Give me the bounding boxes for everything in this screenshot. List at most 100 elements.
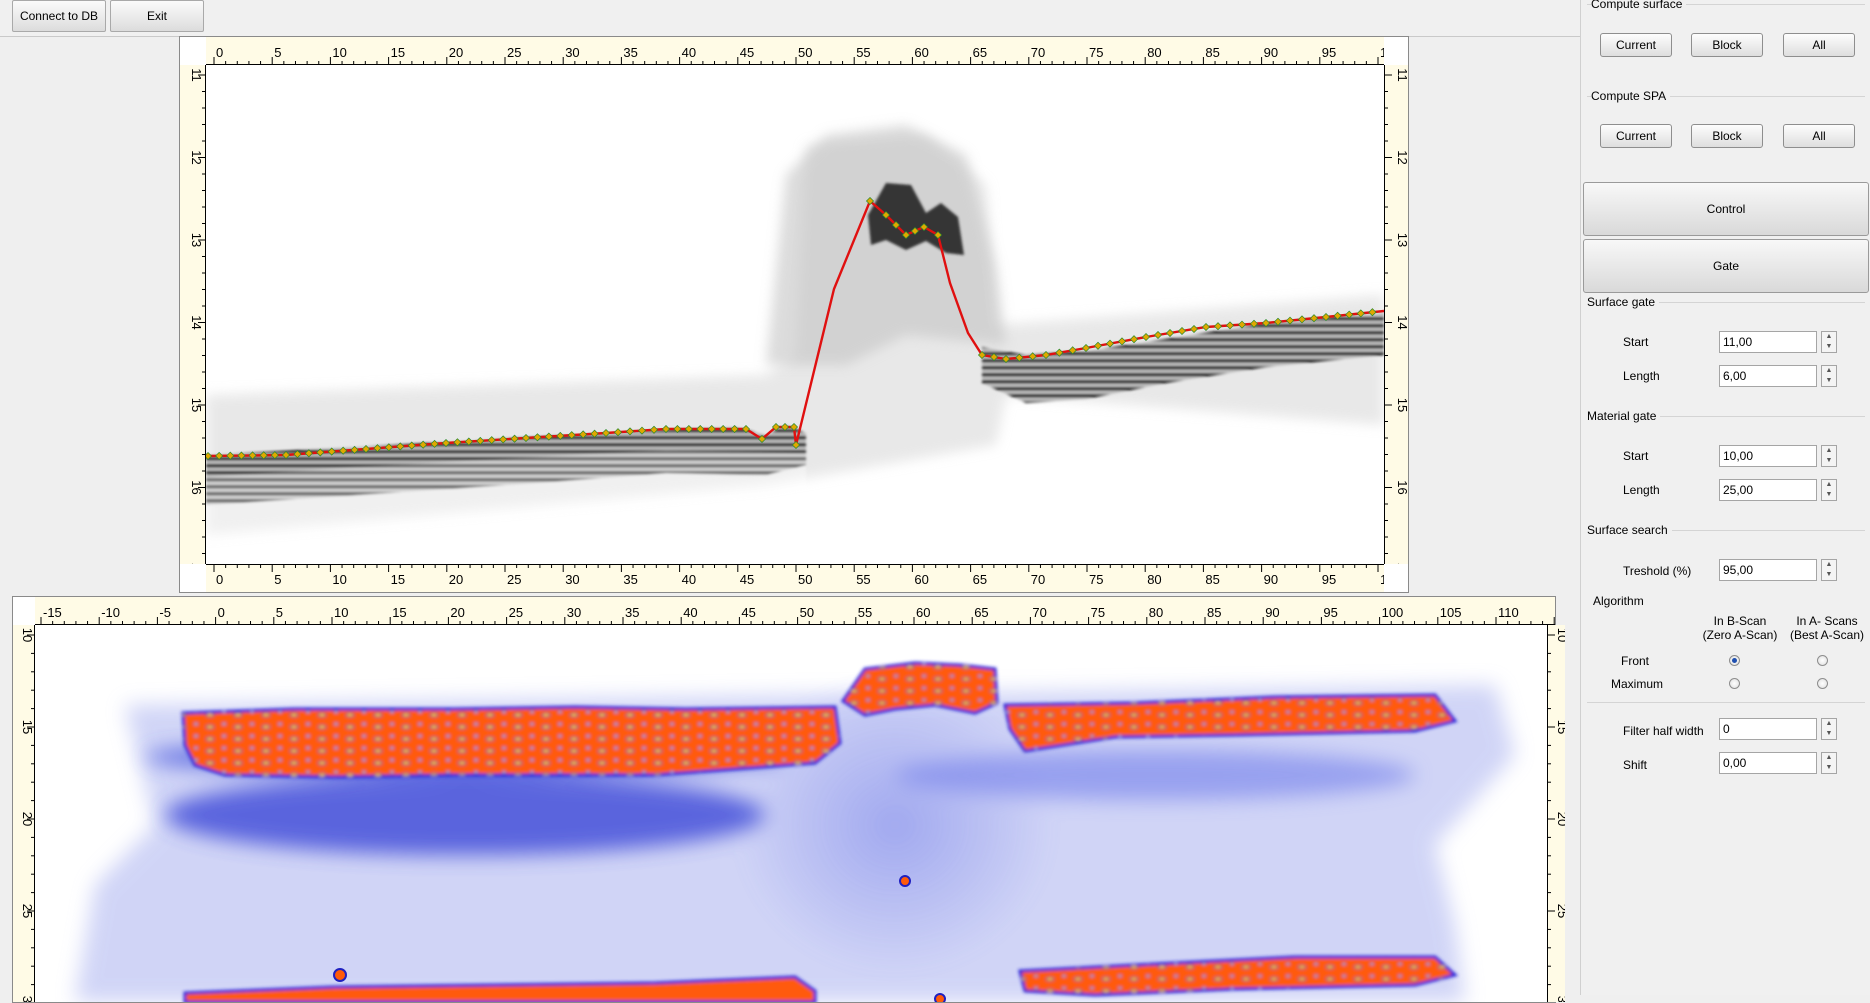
threshold-input[interactable] xyxy=(1719,559,1817,581)
bottom-x-label: 90 xyxy=(1265,605,1279,620)
surface-marker xyxy=(1055,348,1064,357)
filter-half-width-spinner[interactable]: ▲▼ xyxy=(1719,718,1837,740)
maximum-ascan-radio[interactable] xyxy=(1817,678,1828,689)
compute-surface-current-button[interactable]: Current xyxy=(1600,33,1672,57)
spinner-arrows[interactable]: ▲ ▼ xyxy=(1821,445,1837,467)
surface-marker xyxy=(384,443,393,452)
surface-marker xyxy=(977,350,987,360)
surface-marker xyxy=(487,436,496,445)
surface-marker xyxy=(327,447,336,456)
surface-marker xyxy=(373,444,382,453)
bottom-y-left-label: 10 xyxy=(20,628,35,642)
top-x-bottom-label: 75 xyxy=(1089,572,1103,587)
surface-marker xyxy=(1237,320,1247,329)
surface-marker xyxy=(919,222,929,232)
top-x-bottom-label: 60 xyxy=(914,572,928,587)
compute-surface-group: Compute surface Current Block All xyxy=(1587,0,1865,71)
surface-marker xyxy=(1297,315,1307,324)
gate-button[interactable]: Gate xyxy=(1583,239,1869,293)
shift-spinner[interactable]: ▲▼ xyxy=(1719,752,1837,774)
surface-marker xyxy=(1213,322,1223,331)
spinner-arrows[interactable]: ▲ ▼ xyxy=(1821,479,1837,501)
bottom-x-label: 55 xyxy=(858,605,872,620)
surface-marker xyxy=(206,451,213,461)
surface-marker xyxy=(696,424,705,434)
compute-surface-block-button[interactable]: Block xyxy=(1691,33,1763,57)
bottom-x-label: 15 xyxy=(392,605,406,620)
bottom-y-left-label: 20 xyxy=(20,812,35,826)
top-x-bottom-label: 55 xyxy=(856,572,870,587)
spinner-arrows[interactable]: ▲ ▼ xyxy=(1821,718,1837,740)
exit-button[interactable]: Exit xyxy=(110,0,204,32)
surface-marker xyxy=(1201,322,1211,332)
surface-marker xyxy=(1153,330,1163,340)
toolbar: Connect to DB Exit xyxy=(0,0,1580,37)
surface-marker xyxy=(226,451,235,460)
connect-to-db-button[interactable]: Connect to DB xyxy=(12,0,106,32)
surface-marker xyxy=(579,430,588,439)
material-gate-length-input[interactable] xyxy=(1719,479,1817,501)
control-button[interactable]: Control xyxy=(1583,182,1869,236)
surface-marker xyxy=(1081,343,1091,353)
top-y-right-label: 13 xyxy=(1395,233,1408,247)
bottom-x-label: 100 xyxy=(1382,605,1404,620)
shift-input[interactable] xyxy=(1719,752,1817,774)
compute-surface-all-button[interactable]: All xyxy=(1783,33,1855,57)
surface-marker xyxy=(441,438,451,448)
surface-marker xyxy=(293,450,302,459)
surface-marker xyxy=(613,428,623,437)
top-bscan-plot[interactable]: 0 5 10 15 20 25 30 35 40 45 50 55 60 65 70 75 80 85 90 95 1 0… xyxy=(179,36,1409,593)
top-x-bottom-label: 95 xyxy=(1322,572,1336,587)
top-x-top-label: 60 xyxy=(914,45,928,60)
material-gate-start-spinner[interactable]: ▲▼ xyxy=(1719,445,1837,467)
surface-marker xyxy=(1105,339,1115,348)
surface-gate-length-spinner[interactable]: ▲▼ xyxy=(1719,365,1837,387)
compute-spa-current-button[interactable]: Current xyxy=(1600,124,1672,148)
col-in-ascans: In A- Scans (Best A-Scan) xyxy=(1789,614,1865,642)
bottom-x-label: 40 xyxy=(683,605,697,620)
bottom-y-right-label: 30 xyxy=(1555,996,1565,1002)
top-x-top-label: 5 xyxy=(274,45,281,60)
top-x-bottom-label: 40 xyxy=(682,572,696,587)
surface-marker xyxy=(590,429,599,438)
surface-marker xyxy=(789,422,799,432)
material-gate-length-spinner[interactable]: ▲▼ xyxy=(1719,479,1837,501)
material-gate-title: Material gate xyxy=(1587,409,1661,423)
maximum-bscan-radio[interactable] xyxy=(1729,678,1740,689)
threshold-spinner[interactable]: ▲▼ xyxy=(1719,559,1837,581)
surface-marker xyxy=(1041,350,1051,360)
spinner-arrows[interactable]: ▲ ▼ xyxy=(1821,752,1837,774)
surface-marker xyxy=(1368,308,1377,317)
compute-spa-block-button[interactable]: Block xyxy=(1691,124,1763,148)
filter-half-width-input[interactable] xyxy=(1719,718,1817,740)
top-x-top-label: 20 xyxy=(449,45,463,60)
maximum-row-label: Maximum xyxy=(1611,677,1664,691)
top-x-top-label: 90 xyxy=(1264,45,1278,60)
surface-gate-start-spinner[interactable]: ▲▼ xyxy=(1719,331,1837,353)
surface-gate-start-input[interactable] xyxy=(1719,331,1817,353)
bottom-cscan-plot[interactable]: -15 -10 -5 0 5 10 15 20 25 30 35 40 45 50 55 60 65 70 75 80… xyxy=(12,596,1565,1003)
compute-spa-all-button[interactable]: All xyxy=(1783,124,1855,148)
bottom-x-label: -10 xyxy=(101,605,120,620)
surface-marker xyxy=(661,424,671,434)
surface-gate-length-input[interactable] xyxy=(1719,365,1817,387)
material-gate-start-input[interactable] xyxy=(1719,445,1817,467)
top-x-bottom-label: 90 xyxy=(1264,572,1278,587)
top-plot-x-ruler-top: 0 5 10 15 20 25 30 35 40 45 50 55 60 65 70 75 80 85 90 95 10… xyxy=(206,37,1384,65)
surface-marker xyxy=(1309,314,1319,323)
surface-marker xyxy=(933,230,943,240)
top-y-left-label: 14 xyxy=(189,315,204,329)
front-bscan-radio[interactable] xyxy=(1729,655,1740,666)
surface-marker xyxy=(989,352,999,362)
spinner-arrows[interactable]: ▲ ▼ xyxy=(1821,559,1837,581)
top-y-left-label: 11 xyxy=(189,68,204,82)
surface-marker xyxy=(259,451,268,460)
surface-marker xyxy=(910,226,920,236)
top-y-right-label: 11 xyxy=(1395,68,1408,82)
spinner-arrows[interactable]: ▲ ▼ xyxy=(1821,365,1837,387)
surface-marker xyxy=(339,446,348,455)
spinner-arrows[interactable]: ▲ ▼ xyxy=(1821,331,1837,353)
top-y-left-label: 17 xyxy=(189,563,204,564)
front-ascan-radio[interactable] xyxy=(1817,655,1828,666)
surface-marker xyxy=(1356,309,1365,318)
